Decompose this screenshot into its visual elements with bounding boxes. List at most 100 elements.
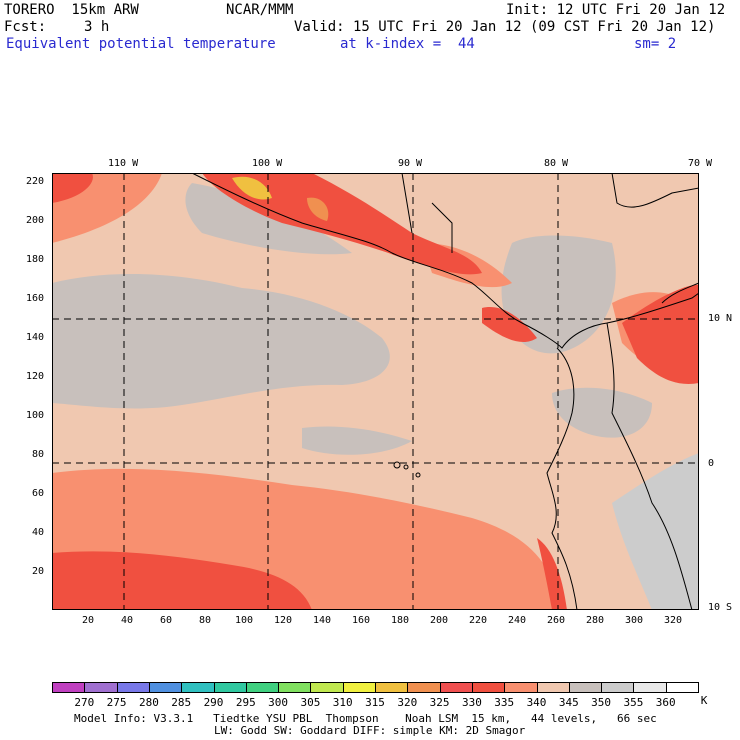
latlon-grid: [52, 173, 699, 610]
field-red-nw: [52, 173, 93, 203]
y-label-200: 200: [26, 215, 45, 226]
field-grey-center: [302, 426, 412, 455]
field-grey-north: [185, 183, 352, 255]
field-red-peru: [537, 538, 567, 610]
field-red-venezuela: [622, 284, 699, 384]
coastlines: [191, 173, 699, 610]
field-yellow-mexico: [232, 176, 272, 200]
x-label-100: 100: [235, 615, 254, 626]
colorbar-swatch: [310, 682, 344, 693]
x-label-220: 220: [469, 615, 488, 626]
colorbar-swatch: [245, 682, 279, 693]
lat-label-0: 0: [708, 458, 715, 469]
colorbar-label: 355: [623, 696, 644, 709]
smoothing-info: sm= 2: [634, 36, 677, 52]
colorbar-swatch: [568, 682, 602, 693]
x-label-60: 60: [160, 615, 173, 626]
coastline-central-america: [191, 173, 699, 349]
lon-label-70w: 70 W: [688, 158, 713, 169]
map-frame: [52, 173, 699, 610]
colorbar-label: 350: [591, 696, 612, 709]
colorbar-swatch: [342, 682, 376, 693]
coastline-caribbean-islands: [611, 173, 699, 208]
field-grey-west: [52, 273, 390, 409]
colorbar-label: 300: [268, 696, 289, 709]
colorbar-label: 275: [106, 696, 127, 709]
field-grey-caribbean: [501, 235, 616, 354]
field-red-south: [52, 551, 312, 610]
x-label-260: 260: [547, 615, 566, 626]
x-label-240: 240: [508, 615, 527, 626]
galapagos-3: [415, 472, 421, 478]
field-orange-mexico: [307, 197, 329, 221]
x-label-280: 280: [586, 615, 605, 626]
coastline-south-america-west: [546, 347, 578, 610]
y-label-140: 140: [26, 332, 45, 343]
colorbar-swatch: [148, 682, 182, 693]
y-label-40: 40: [32, 527, 45, 538]
colorbar-swatch: [633, 682, 667, 693]
colorbar-swatch: [52, 682, 85, 693]
colorbar-swatch: [471, 682, 505, 693]
lon-label-100w: 100 W: [252, 158, 283, 169]
y-label-120: 120: [26, 371, 45, 382]
fcst-label: Fcst:: [4, 19, 47, 35]
colorbar-label: 325: [429, 696, 450, 709]
coastline-venezuela: [661, 282, 699, 304]
init-time: Init: 12 UTC Fri 20 Jan 12: [506, 2, 726, 18]
y-label-180: 180: [26, 254, 45, 265]
colorbar-label: 330: [461, 696, 482, 709]
x-label-320: 320: [664, 615, 683, 626]
colorbar-swatch: [213, 682, 247, 693]
y-label-60: 60: [32, 488, 45, 499]
colorbar-swatch: [116, 682, 150, 693]
colorbar-swatch: [181, 682, 215, 693]
colorbar-label: 320: [397, 696, 418, 709]
colorbar-swatch: [375, 682, 408, 693]
colorbar-label: 340: [526, 696, 547, 709]
model-info-line1: Model Info: V3.3.1 Tiedtke YSU PBL Thomp…: [74, 712, 657, 725]
x-label-20: 20: [82, 615, 95, 626]
colorbar-label: 335: [494, 696, 515, 709]
colorbar-label: 270: [74, 696, 95, 709]
colorbar-label: 285: [171, 696, 192, 709]
lon-label-110w: 110 W: [108, 158, 139, 169]
coastline-mexico-interior: [401, 173, 453, 253]
field-red-mexico: [202, 173, 482, 275]
y-label-80: 80: [32, 449, 45, 460]
field-red-costa-rica: [482, 307, 537, 343]
valid-time: Valid: 15 UTC Fri 20 Jan 12 (09 CST Fri …: [294, 19, 716, 35]
y-label-220: 220: [26, 176, 45, 187]
colorbar-swatch: [407, 682, 441, 693]
field-lightgrey-andes: [612, 453, 699, 610]
theta-e-map: [52, 173, 699, 610]
model-name: TORERO 15km ARW: [4, 2, 139, 18]
colorbar-label: 360: [655, 696, 676, 709]
colorbar-swatch: [536, 682, 570, 693]
colorbar-label: 290: [203, 696, 224, 709]
model-info-line2: LW: Godd SW: Goddard DIFF: simple KM: 2D…: [214, 724, 526, 737]
colorbar-label: 310: [332, 696, 353, 709]
border-andes: [606, 322, 693, 610]
colorbar-label: 280: [138, 696, 159, 709]
colorbar-label: 305: [300, 696, 321, 709]
lon-label-90w: 90 W: [398, 158, 423, 169]
x-label-180: 180: [391, 615, 410, 626]
colorbar-label: 315: [365, 696, 385, 709]
x-label-120: 120: [274, 615, 293, 626]
x-label-140: 140: [313, 615, 332, 626]
colorbar-swatch: [439, 682, 473, 693]
field-name: Equivalent potential temperature: [6, 36, 276, 52]
y-label-100: 100: [26, 410, 45, 421]
colorbar-swatch: [278, 682, 312, 693]
colorbar-swatch: [504, 682, 538, 693]
galapagos-2: [403, 464, 409, 470]
x-label-200: 200: [430, 615, 449, 626]
org-name: NCAR/MMM: [226, 2, 294, 18]
colorbar-label: 295: [235, 696, 256, 709]
lat-label-10n: 10 N: [708, 313, 733, 324]
x-label-40: 40: [121, 615, 134, 626]
colorbar-swatch: [84, 682, 118, 693]
y-label-20: 20: [32, 566, 45, 577]
lon-label-80w: 80 W: [544, 158, 569, 169]
